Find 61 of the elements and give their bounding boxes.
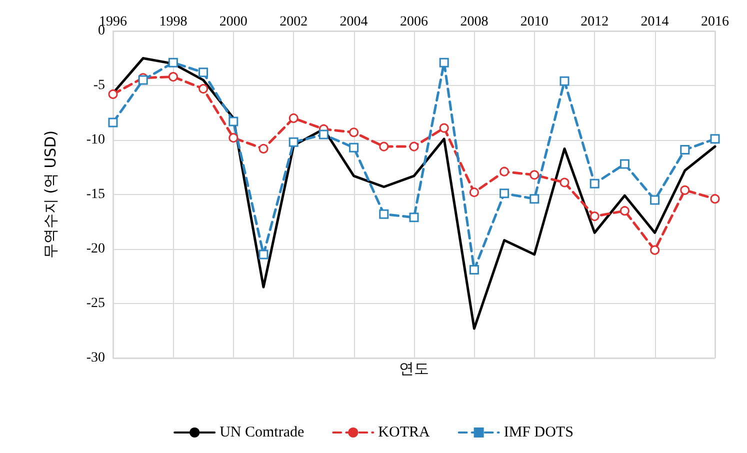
point [530, 170, 540, 180]
y-tick-label: 0 [98, 24, 105, 38]
point [710, 134, 720, 144]
point [228, 133, 238, 143]
point [500, 166, 510, 176]
point [590, 212, 600, 222]
point [349, 128, 359, 138]
point [409, 142, 419, 152]
point [409, 212, 419, 222]
legend-label: UN Comtrade [220, 424, 304, 440]
y-tick-label: -15 [86, 187, 105, 202]
point [439, 58, 449, 68]
y-tick-label: -10 [86, 132, 105, 148]
x-tick-label: 2000 [219, 14, 248, 30]
x-tick-label: 2012 [580, 14, 609, 30]
point [288, 113, 298, 123]
x-tick-label: 2006 [400, 14, 428, 30]
point [469, 264, 479, 274]
point [710, 194, 720, 204]
point [620, 159, 630, 169]
point [349, 142, 359, 152]
point [590, 178, 600, 188]
y-tick-label: -30 [86, 350, 105, 366]
point [228, 116, 238, 126]
point [379, 142, 389, 152]
point [168, 58, 178, 68]
y-tick-label: -25 [86, 296, 105, 311]
x-axis-title: 연도 [399, 360, 429, 378]
x-tick-label: 2008 [460, 14, 488, 30]
point [620, 206, 630, 216]
point [560, 178, 570, 188]
y-tick-label: -20 [86, 242, 105, 256]
point [680, 185, 690, 195]
point [198, 84, 208, 94]
y-tick-label: -5 [93, 78, 105, 93]
point [258, 144, 268, 154]
point [500, 188, 510, 198]
point [530, 194, 540, 204]
legend-label: IMF DOTS [504, 424, 574, 440]
point [650, 245, 660, 255]
point [198, 68, 208, 78]
legend-label: KOTRA [378, 424, 430, 440]
y-axis-title: 무역수지 (억 USD) [42, 130, 60, 259]
point [168, 72, 178, 82]
point [318, 130, 328, 140]
point [379, 209, 389, 219]
point [288, 137, 298, 147]
x-tick-label: 2016 [701, 14, 729, 30]
point [560, 76, 570, 86]
point [258, 250, 268, 260]
point [439, 123, 449, 133]
x-tick-label: 2004 [340, 14, 368, 30]
point [469, 188, 479, 198]
point [650, 195, 660, 205]
x-tick-label: 2014 [640, 14, 669, 30]
x-tick-label: 2010 [520, 14, 548, 30]
point [108, 89, 118, 99]
point [108, 118, 118, 128]
x-tick-label: 2002 [280, 14, 308, 30]
point [680, 145, 690, 155]
x-tick-label: 1998 [159, 14, 188, 30]
